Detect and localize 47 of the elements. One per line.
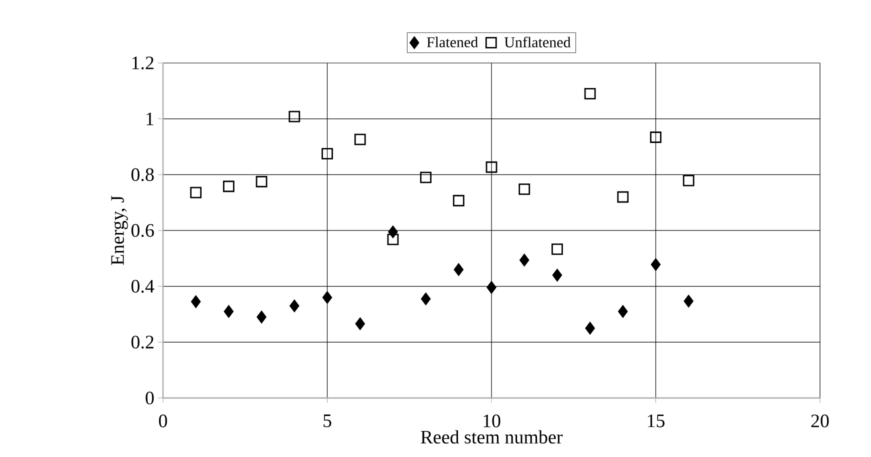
- point: [650, 132, 662, 143]
- point: [618, 305, 628, 318]
- point: [552, 243, 563, 255]
- point: [191, 295, 201, 308]
- point: [354, 134, 366, 146]
- y-tick-label: 0.8: [131, 168, 154, 182]
- point: [486, 161, 498, 173]
- point: [387, 234, 399, 246]
- point: [682, 174, 694, 186]
- point: [486, 281, 496, 294]
- point: [224, 305, 234, 318]
- point: [256, 310, 266, 324]
- x-tick-label: 0: [158, 414, 168, 428]
- point: [552, 268, 562, 282]
- point: [684, 294, 694, 308]
- y-axis-title: Energy, J: [111, 196, 128, 266]
- point: [452, 194, 464, 206]
- point: [518, 183, 530, 195]
- y-tick-label: 1: [146, 112, 154, 126]
- point: [322, 291, 332, 304]
- point: [585, 322, 595, 334]
- point: [355, 318, 365, 330]
- y-tick-label: 0: [146, 392, 154, 404]
- point: [454, 263, 464, 276]
- point: [520, 254, 530, 266]
- point: [584, 88, 596, 100]
- point: [420, 292, 431, 306]
- point: [288, 110, 300, 122]
- point: [617, 191, 629, 203]
- point: [190, 186, 202, 198]
- point: [256, 176, 268, 188]
- point: [322, 148, 333, 160]
- x-tick-label: 10: [484, 414, 500, 428]
- x-tick-label: 15: [648, 414, 664, 428]
- legend-label: Unflatened: [504, 36, 571, 48]
- legend-label: Flatened: [426, 36, 478, 48]
- y-tick-label: 0.6: [131, 224, 154, 237]
- y-tick-label: 0.4: [131, 280, 154, 293]
- x-tick-label: 5: [324, 414, 332, 428]
- point: [420, 172, 432, 184]
- y-tick-label: 1.2: [132, 56, 154, 70]
- x-tick-label: 20: [811, 414, 829, 428]
- point: [290, 300, 300, 312]
- y-tick-label: 0.2: [131, 336, 154, 349]
- point: [650, 258, 661, 271]
- point: [223, 180, 234, 192]
- x-axis-title: Reed stem number: [420, 430, 563, 444]
